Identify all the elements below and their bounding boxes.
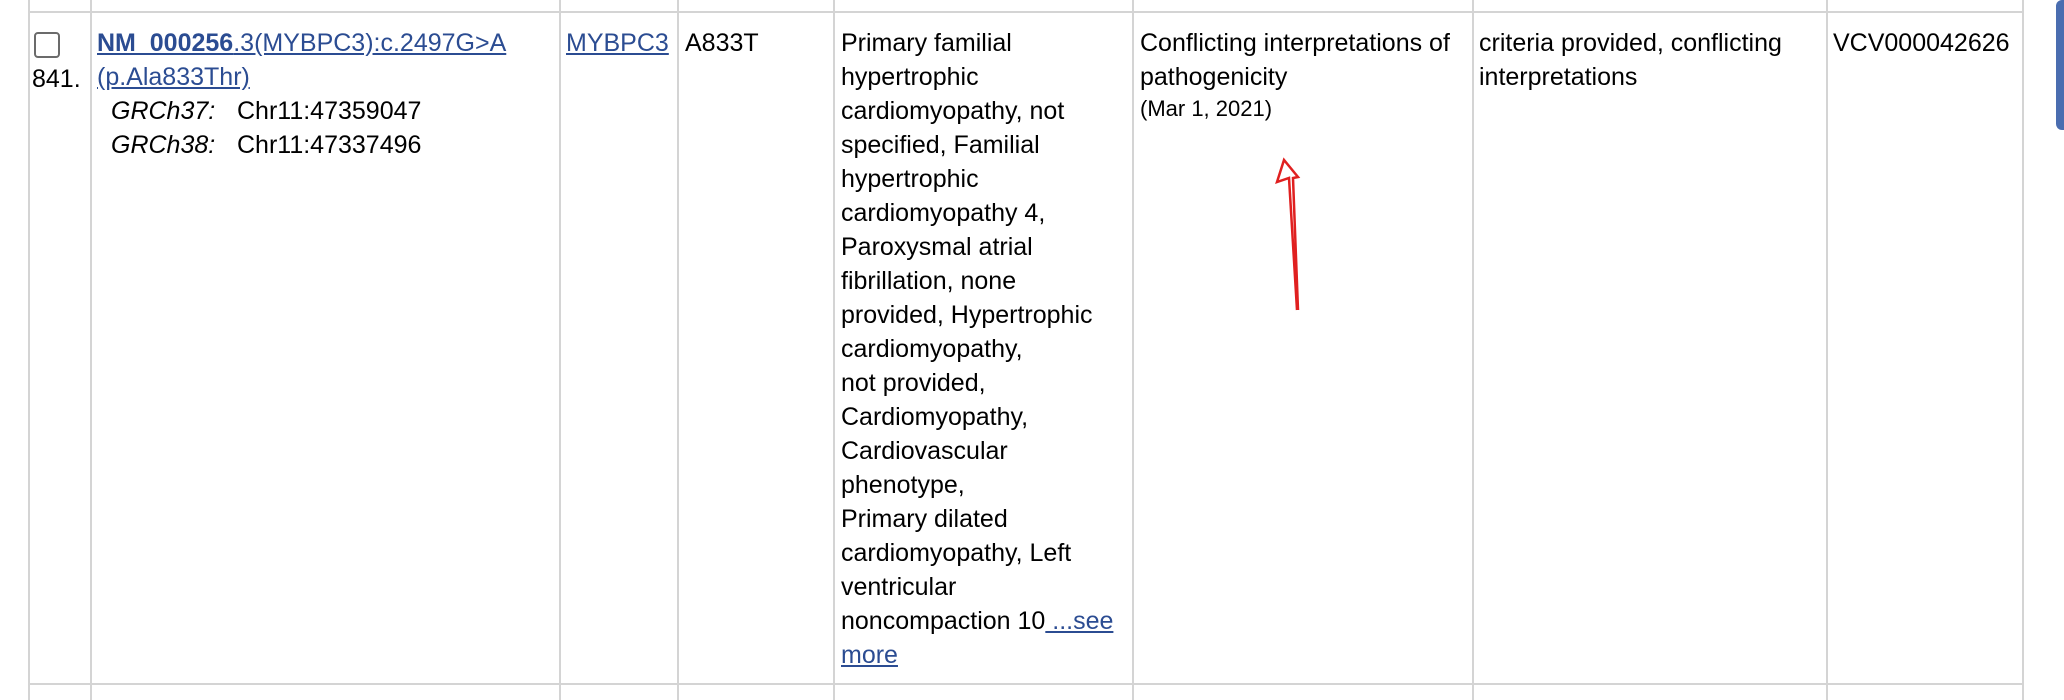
grid-line bbox=[833, 0, 835, 700]
condition-line: Cardiovascular bbox=[841, 437, 1008, 465]
condition-line: Primary familial bbox=[841, 29, 1012, 57]
grch38-value: Chr11:47337496 bbox=[237, 131, 422, 159]
grid-line bbox=[2022, 0, 2024, 700]
variant-link[interactable]: NM_000256.3(MYBPC3):c.2497G>A bbox=[97, 29, 506, 57]
protein-change-cell: A833T bbox=[685, 29, 759, 57]
grid-line bbox=[1472, 0, 1474, 700]
condition-line: Primary dilated bbox=[841, 505, 1008, 533]
condition-line: cardiomyopathy 4, bbox=[841, 199, 1046, 227]
condition-line: hypertrophic bbox=[841, 165, 979, 193]
conditions-list: Primary familial hypertrophic cardiomyopat… bbox=[841, 26, 1131, 638]
row-select-checkbox[interactable] bbox=[34, 32, 60, 58]
condition-line: ventricular bbox=[841, 573, 957, 601]
condition-line: cardiomyopathy, Left bbox=[841, 539, 1072, 567]
red-arrow-annotation-icon bbox=[1275, 157, 1301, 311]
protein-change-link[interactable]: (p.Ala833Thr) bbox=[97, 63, 250, 91]
gene-cell: MYBPC3 bbox=[566, 26, 669, 60]
condition-line: phenotype, bbox=[841, 471, 965, 499]
see-more-link-start[interactable]: ...see bbox=[1045, 607, 1114, 635]
grid-line bbox=[28, 11, 2024, 13]
accession-cell: VCV000042626 bbox=[1833, 29, 2010, 57]
classification-line-1: Conflicting interpretations of bbox=[1140, 29, 1450, 57]
grid-line bbox=[28, 0, 30, 700]
transcript-change: .3(MYBPC3):c.2497G>A bbox=[233, 29, 507, 57]
condition-line: Paroxysmal atrial bbox=[841, 233, 1033, 261]
condition-line: provided, Hypertrophic bbox=[841, 301, 1093, 329]
grch37-label: GRCh37: bbox=[111, 97, 216, 125]
grch37-location: GRCh37: Chr11:47359047 bbox=[111, 94, 421, 128]
condition-line: cardiomyopathy, not bbox=[841, 97, 1065, 125]
condition-line-text: noncompaction 10 bbox=[841, 607, 1046, 635]
review-status-line-2: interpretations bbox=[1479, 63, 1638, 91]
grid-line bbox=[28, 683, 2024, 685]
condition-line: not provided, bbox=[841, 369, 986, 397]
scrollbar-edge[interactable] bbox=[2056, 0, 2064, 130]
condition-line: fibrillation, none bbox=[841, 267, 1017, 295]
condition-line: Cardiomyopathy, bbox=[841, 403, 1029, 431]
grid-line bbox=[559, 0, 561, 700]
see-more-line: more bbox=[841, 638, 1131, 672]
grch38-label: GRCh38: bbox=[111, 131, 216, 159]
gene-link[interactable]: MYBPC3 bbox=[566, 29, 669, 57]
grid-line bbox=[90, 0, 92, 700]
review-status-cell: criteria provided, conflicting interpret… bbox=[1479, 26, 1824, 94]
grid-line bbox=[1132, 0, 1134, 700]
grid-line bbox=[677, 0, 679, 700]
classification-cell: Conflicting interpretations of pathogeni… bbox=[1140, 26, 1470, 124]
condition-line: cardiomyopathy, bbox=[841, 335, 1023, 363]
condition-line: specified, Familial bbox=[841, 131, 1040, 159]
grch37-value: Chr11:47359047 bbox=[237, 97, 422, 125]
review-status-line-1: criteria provided, conflicting bbox=[1479, 29, 1782, 57]
variant-cell: NM_000256.3(MYBPC3):c.2497G>A (p.Ala833T… bbox=[97, 26, 506, 94]
grid-line bbox=[1826, 0, 1828, 700]
classification-date: (Mar 1, 2021) bbox=[1140, 96, 1273, 121]
grch38-location: GRCh38: Chr11:47337496 bbox=[111, 128, 421, 162]
transcript-id: NM_000256 bbox=[97, 29, 234, 57]
row-number: 841. bbox=[32, 65, 81, 93]
see-more-link[interactable]: more bbox=[841, 641, 898, 669]
condition-line: hypertrophic bbox=[841, 63, 979, 91]
condition-line: noncompaction 10 ...see bbox=[841, 604, 1131, 638]
classification-line-2: pathogenicity bbox=[1140, 63, 1288, 91]
conditions-cell: Primary familial hypertrophic cardiomyopat… bbox=[841, 26, 1131, 672]
